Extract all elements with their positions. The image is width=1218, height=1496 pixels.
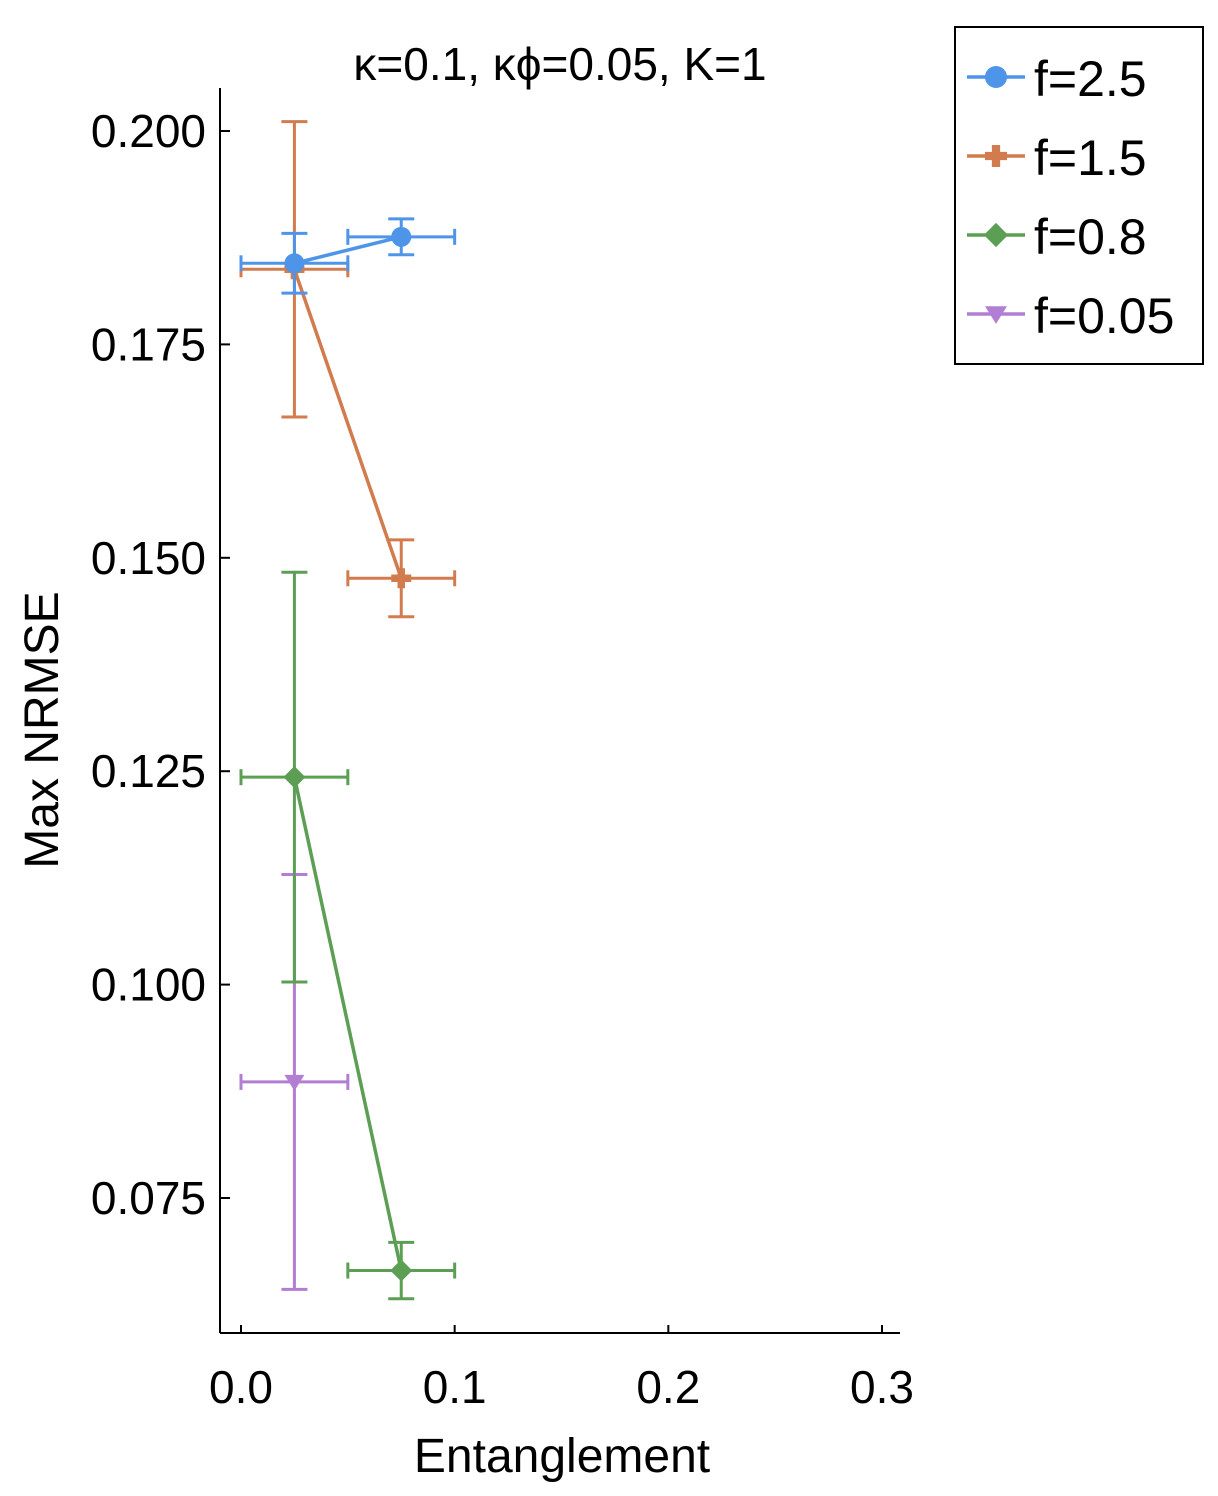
marker-triangle-down <box>284 1074 305 1091</box>
series-line <box>292 776 403 1271</box>
y-tick-label: 0.075 <box>91 1172 206 1224</box>
axes <box>219 88 900 1334</box>
marker-cross <box>985 145 1007 167</box>
y-axis-ticks: 0.075 0.100 0.125 0.150 0.175 0.200 <box>91 105 230 1224</box>
marker-circle <box>391 226 412 247</box>
legend-item-f=1.5: f=1.5 <box>967 130 1147 186</box>
x-axis-label: Entanglement <box>414 1430 710 1483</box>
marker-circle <box>284 253 305 274</box>
chart-title: κ=0.1, κϕ=0.05, K=1 <box>353 38 766 90</box>
y-tick-label: 0.150 <box>91 532 206 584</box>
series-f=2.5 <box>239 217 457 295</box>
x-tick-label: 0.1 <box>423 1361 487 1413</box>
legend-item-f=2.5: f=2.5 <box>967 51 1147 107</box>
y-tick-label: 0.200 <box>91 105 206 157</box>
y-tick-label: 0.100 <box>91 959 206 1011</box>
marker-cross <box>391 568 412 589</box>
y-tick-label: 0.125 <box>91 745 206 797</box>
x-axis-ticks: 0.0 0.1 0.2 0.3 <box>209 1325 914 1413</box>
series-f=0.8 <box>239 570 457 1301</box>
y-tick-label: 0.175 <box>91 318 206 370</box>
y-axis-label: Max NRMSE <box>16 591 69 868</box>
x-tick-label: 0.0 <box>209 1361 273 1413</box>
legend-label: f=2.5 <box>1034 51 1147 107</box>
marker-diamond <box>390 1259 413 1282</box>
series-f=1.5 <box>239 120 457 619</box>
legend-item-f=0.05: f=0.05 <box>967 288 1174 344</box>
legend-label: f=0.8 <box>1034 209 1147 265</box>
legend-label: f=1.5 <box>1034 130 1147 186</box>
marker-circle <box>985 66 1007 88</box>
series-line <box>292 268 403 579</box>
marker-triangle-down <box>985 306 1007 324</box>
legend: f=2.5 f=1.5 f=0.8 f=0.05 <box>954 26 1204 365</box>
legend-item-f=0.8: f=0.8 <box>967 209 1147 265</box>
x-tick-label: 0.3 <box>850 1361 914 1413</box>
marker-diamond <box>983 222 1009 248</box>
marker-diamond <box>283 766 306 789</box>
series-layer <box>239 120 457 1301</box>
x-tick-label: 0.2 <box>636 1361 700 1413</box>
legend-label: f=0.05 <box>1034 288 1174 344</box>
series-line <box>293 235 402 266</box>
